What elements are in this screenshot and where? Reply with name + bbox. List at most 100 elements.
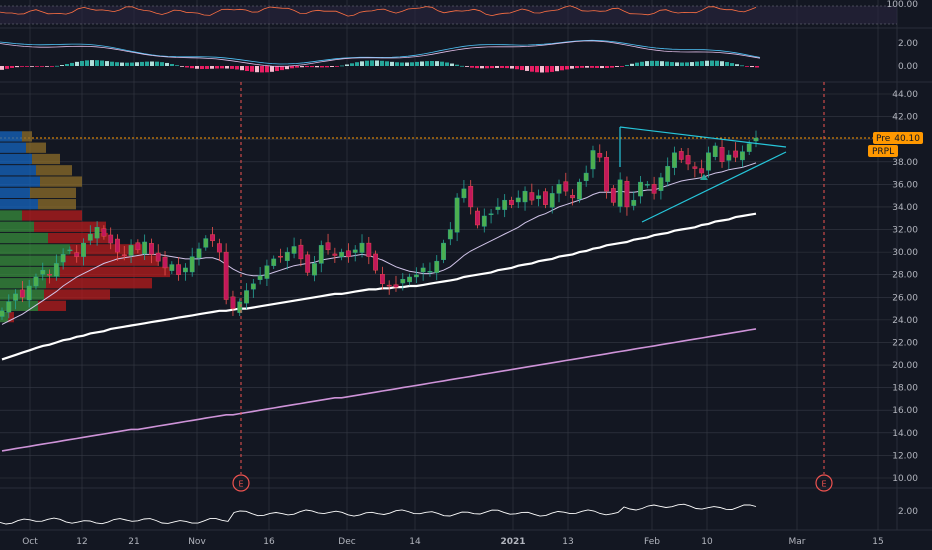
price-tick-label: 38.00 — [892, 158, 918, 168]
volume-profile-up — [0, 210, 22, 221]
macd-histogram-bar — [750, 66, 754, 68]
candle-body — [509, 199, 514, 205]
macd-histogram-bar — [680, 62, 684, 66]
candle-body — [495, 206, 501, 210]
candle-body — [162, 256, 168, 269]
rsi-pane — [0, 5, 897, 25]
pre-tag-label: Pre — [876, 134, 891, 144]
candle-body — [719, 147, 725, 162]
macd-histogram-bar — [430, 60, 434, 66]
candle-body — [101, 228, 107, 237]
triangle-upper-trendline — [619, 126, 787, 148]
macd-histogram-bar — [720, 61, 724, 66]
macd-histogram-bar — [85, 60, 89, 66]
macd-histogram-bar — [625, 64, 629, 66]
macd-histogram-bar — [240, 66, 244, 71]
candle-body — [33, 276, 39, 287]
macd-histogram-bar — [600, 66, 604, 69]
candle-body — [685, 155, 691, 165]
macd-histogram-bar — [140, 61, 144, 66]
sma-200-line — [1, 328, 757, 452]
candle-body — [318, 245, 324, 264]
volume-tick-label: 2.00 — [898, 507, 918, 517]
candle-body — [434, 260, 440, 273]
macd-histogram-bar — [590, 66, 594, 68]
macd-histogram-bar — [225, 66, 229, 69]
candle-body — [332, 253, 338, 256]
candle-body — [644, 184, 650, 186]
candle-body — [624, 180, 630, 208]
time-tick-label: Mar — [789, 537, 806, 547]
candle-body — [60, 254, 66, 263]
macd-histogram-bar — [500, 66, 504, 68]
macd-histogram-bar — [10, 66, 14, 68]
sma-20-line — [1, 162, 757, 325]
macd-histogram-bar — [610, 66, 614, 68]
candle-body — [40, 269, 46, 275]
macd-histogram-bar — [560, 66, 564, 71]
macd-histogram-bar — [435, 61, 439, 66]
candle-body — [305, 254, 311, 273]
price-tick-label: 12.00 — [892, 451, 918, 461]
candle-body — [271, 258, 277, 266]
price-tick-label: 32.00 — [892, 226, 918, 236]
candle-body — [325, 242, 331, 251]
macd-tick-label: 0.00 — [898, 62, 918, 72]
macd-histogram-bar — [55, 65, 59, 67]
grid-layer — [0, 0, 932, 531]
candle-body — [583, 172, 589, 181]
macd-histogram-bar — [100, 60, 104, 66]
macd-histogram-bar — [420, 61, 424, 66]
moving-averages — [1, 162, 757, 452]
earnings-marker[interactable]: E — [232, 82, 250, 492]
macd-histogram-bar — [45, 66, 49, 67]
macd-histogram-bar — [145, 61, 149, 66]
candle-body — [87, 233, 93, 241]
candle-body — [441, 242, 446, 260]
macd-histogram-bar — [125, 62, 129, 66]
macd-histogram-bar — [580, 66, 584, 68]
macd-histogram-bar — [110, 61, 114, 66]
candle-body — [223, 251, 229, 300]
volume-profile-down — [40, 176, 82, 187]
candle-body — [386, 284, 392, 287]
candle-body — [699, 168, 705, 174]
candle-body — [733, 150, 739, 158]
ticker-tag-bg — [868, 145, 898, 157]
macd-histogram-bar — [640, 61, 644, 66]
macd-histogram-bar — [395, 62, 399, 66]
candle-body — [210, 234, 215, 242]
candle-body — [257, 275, 263, 280]
macd-histogram-bar — [660, 61, 664, 66]
time-tick-label: 14 — [409, 537, 421, 547]
volume-profile-down — [44, 289, 110, 300]
macd-histogram-bar — [80, 60, 84, 66]
macd-histogram-bar — [345, 64, 349, 66]
candle-body — [189, 256, 195, 273]
macd-histogram-bar — [710, 60, 714, 66]
macd-histogram-bar — [335, 66, 339, 67]
candle-body — [672, 152, 677, 168]
time-tick-label: Feb — [644, 537, 660, 547]
rsi-tick-label: 100.00 — [887, 0, 919, 10]
macd-histogram-bar — [165, 62, 169, 66]
earnings-circle — [232, 474, 250, 492]
macd-histogram-bar — [485, 66, 489, 69]
macd-histogram-bar — [365, 60, 369, 66]
pre-tag-bg — [873, 132, 923, 145]
macd-histogram-bar — [0, 66, 4, 70]
candle-body — [393, 284, 399, 288]
earnings-marker[interactable]: E — [815, 82, 833, 492]
volume-profile-up — [0, 221, 34, 232]
candle-body — [678, 151, 684, 160]
macd-histogram-bar — [235, 66, 239, 70]
volume-profile-down — [22, 210, 82, 221]
macd-histogram-bar — [340, 65, 344, 67]
candle-body — [379, 274, 385, 284]
macd-histogram-bar — [320, 66, 324, 68]
price-tick-label: 44.00 — [892, 90, 918, 100]
macd-histogram-bar — [475, 66, 479, 69]
macd-histogram-bar — [245, 66, 249, 71]
macd-histogram-bar — [360, 61, 364, 66]
